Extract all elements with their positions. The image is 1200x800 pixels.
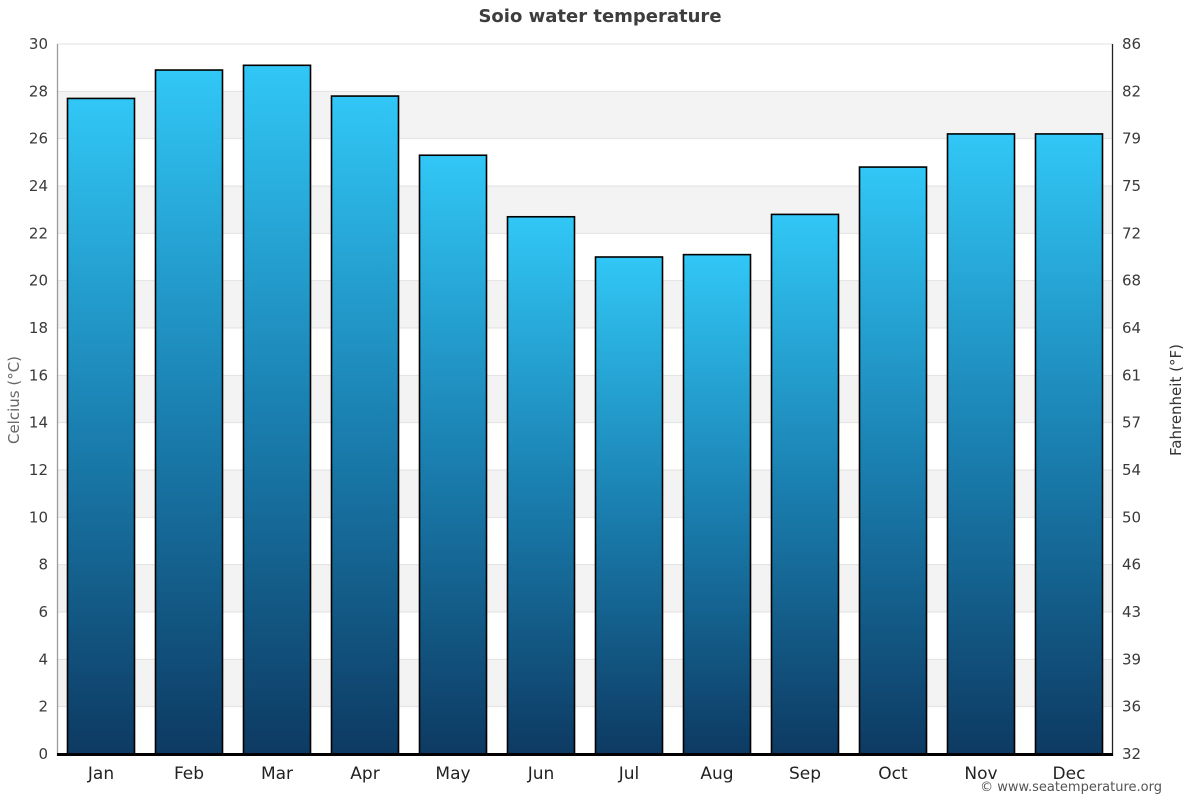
- x-tick-label: Nov: [964, 764, 997, 784]
- y-tick-label-celsius: 6: [38, 603, 48, 621]
- x-tick-label: Apr: [350, 764, 379, 784]
- x-tick-label: Dec: [1053, 764, 1086, 784]
- y-tick-label-fahrenheit: 61: [1122, 366, 1141, 384]
- plot-band: [57, 280, 1113, 328]
- bottom-axis-line: [57, 753, 1113, 756]
- bar-jan: [66, 97, 136, 755]
- bar-nov: [946, 133, 1016, 755]
- bar-sep: [770, 213, 840, 755]
- x-tick-label: Oct: [878, 764, 908, 784]
- x-tick-label: Feb: [174, 764, 204, 784]
- y-tick-label-celsius: 0: [38, 745, 48, 763]
- y-tick-label-fahrenheit: 82: [1122, 82, 1141, 100]
- y-tick-label-fahrenheit: 72: [1122, 224, 1141, 242]
- y-tick-label-celsius: 26: [29, 130, 48, 148]
- y-tick-label-fahrenheit: 79: [1122, 130, 1141, 148]
- plot-band: [57, 186, 1113, 234]
- plot-band: [57, 564, 1113, 612]
- y-tick-label-celsius: 24: [29, 177, 48, 195]
- y-tick-label-fahrenheit: 50: [1122, 508, 1141, 526]
- y-tick-label-celsius: 22: [29, 224, 48, 242]
- x-tick-label: Jul: [618, 764, 640, 784]
- y-tick-label-celsius: 20: [29, 272, 48, 290]
- chart-title: Soio water temperature: [478, 6, 722, 27]
- y-tick-label-fahrenheit: 36: [1122, 698, 1141, 716]
- y-tick-label-fahrenheit: 86: [1122, 35, 1141, 53]
- y-tick-label-fahrenheit: 39: [1122, 650, 1141, 668]
- y-tick-label-celsius: 30: [29, 35, 48, 53]
- y-tick-label-fahrenheit: 46: [1122, 556, 1141, 574]
- bar-aug: [682, 253, 752, 755]
- y-tick-label-fahrenheit: 68: [1122, 272, 1141, 290]
- y-axis-label-fahrenheit: Fahrenheit (°F): [1167, 344, 1185, 456]
- plot-band: [57, 470, 1113, 518]
- y-tick-label-fahrenheit: 64: [1122, 319, 1141, 337]
- bar-feb: [154, 69, 224, 755]
- y-axis-label-celsius: Celcius (°C): [5, 355, 23, 445]
- y-tick-label-fahrenheit: 54: [1122, 461, 1141, 479]
- bar-apr: [330, 95, 400, 755]
- plot-band: [57, 91, 1113, 139]
- bar-oct: [858, 166, 928, 755]
- bar-may: [418, 154, 488, 755]
- x-tick-label: Jun: [527, 764, 555, 784]
- x-tick-label: May: [435, 764, 470, 784]
- y-tick-label-fahrenheit: 43: [1122, 603, 1141, 621]
- y-tick-label-celsius: 18: [29, 319, 48, 337]
- y-tick-label-celsius: 8: [38, 556, 48, 574]
- y-tick-label-celsius: 14: [29, 414, 48, 432]
- y-tick-label-celsius: 12: [29, 461, 48, 479]
- bar-mar: [242, 64, 312, 755]
- bar-dec: [1034, 133, 1104, 755]
- x-tick-label: Jan: [87, 764, 114, 784]
- y-tick-label-celsius: 28: [29, 82, 48, 100]
- x-tick-label: Mar: [261, 764, 293, 784]
- x-tick-label: Sep: [789, 764, 821, 784]
- y-tick-label-fahrenheit: 57: [1122, 414, 1141, 432]
- y-tick-label-celsius: 10: [29, 508, 48, 526]
- copyright-text: © www.seatemperature.org: [980, 780, 1162, 795]
- y-tick-label-celsius: 4: [38, 650, 48, 668]
- plot-band: [57, 659, 1113, 707]
- bar-jul: [594, 256, 664, 755]
- y-tick-label-celsius: 2: [38, 698, 48, 716]
- plot-band: [57, 375, 1113, 423]
- y-tick-label-fahrenheit: 75: [1122, 177, 1141, 195]
- y-tick-label-fahrenheit: 32: [1122, 745, 1141, 763]
- y-tick-label-celsius: 16: [29, 366, 48, 384]
- x-tick-label: Aug: [700, 764, 733, 784]
- bar-jun: [506, 215, 576, 755]
